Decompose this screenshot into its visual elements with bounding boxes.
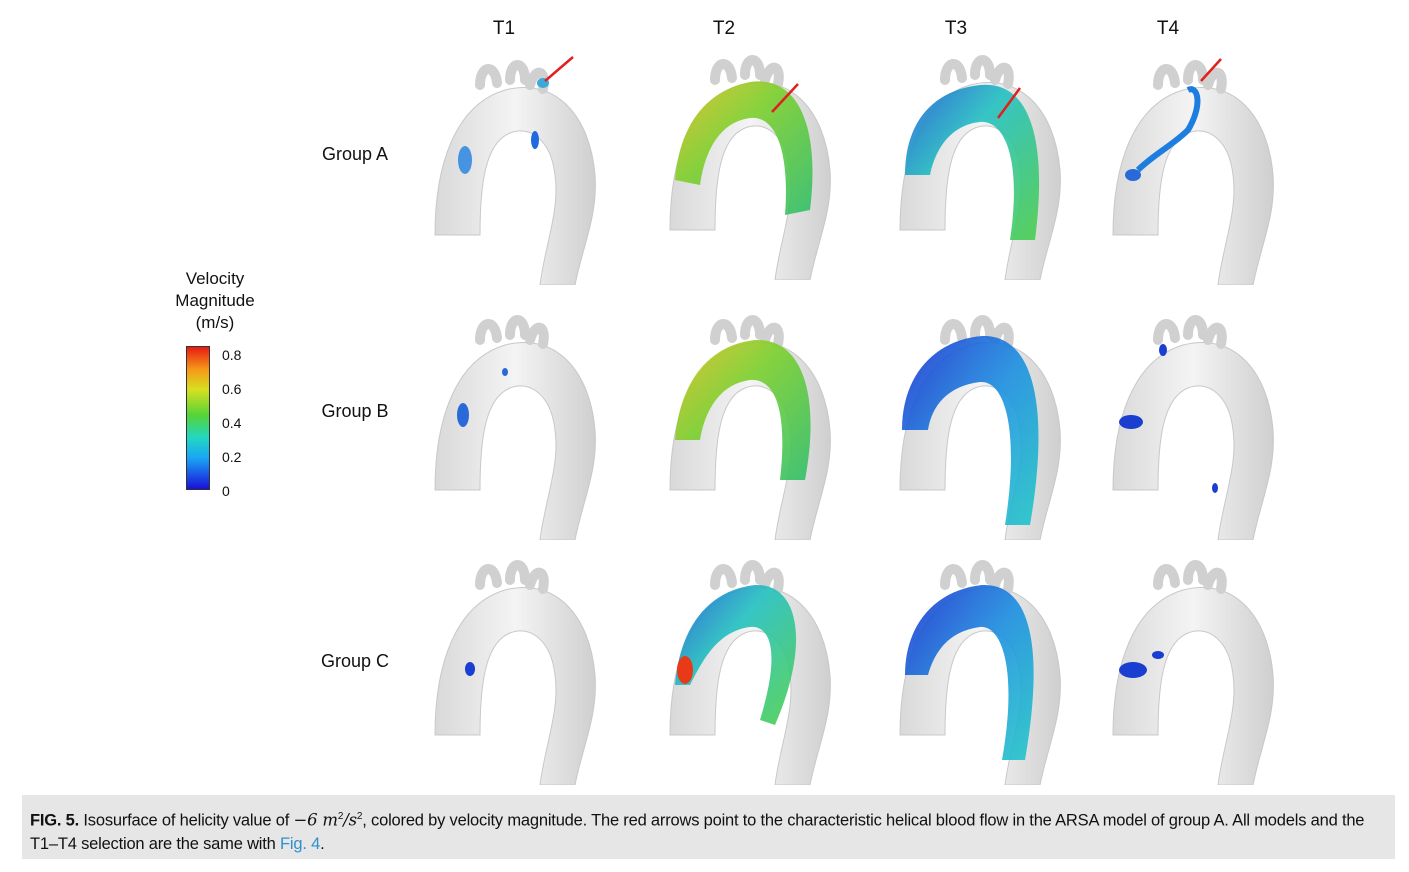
caption-text: .: [320, 834, 325, 853]
aorta-group-b-t3: [890, 300, 1090, 540]
aorta-group-a-t3: [890, 40, 1090, 280]
colorbar-tick: 0: [222, 483, 230, 499]
legend-title-line: (m/s): [195, 313, 235, 332]
aorta-group-a-t4: [1103, 58, 1303, 285]
aorta-group-c-t1: [425, 545, 625, 785]
aorta-group-c-t4: [1103, 545, 1303, 785]
caption-superscript: 2: [337, 811, 344, 822]
aorta-group-c-t3: [890, 545, 1090, 785]
figure-caption: FIG. 5. Isosurface of helicity value of …: [22, 795, 1395, 859]
colorbar-tick: 0.2: [222, 449, 242, 465]
column-label-t4: T4: [1156, 18, 1180, 39]
row-label-group-a: Group A: [321, 144, 389, 164]
aorta-group-a-t1: [425, 56, 625, 285]
column-label-t2: T2: [712, 18, 736, 39]
row-label-group-c: Group C: [320, 651, 390, 671]
legend-title-line: Velocity: [185, 269, 245, 288]
caption-superscript: 2: [356, 811, 363, 822]
aorta-group-b-t4: [1103, 300, 1303, 540]
legend-title-line: Magnitude: [175, 291, 255, 310]
aorta-group-b-t1: [425, 300, 625, 540]
colorbar-tick: 0.4: [222, 415, 242, 431]
legend-title: Velocity Magnitude (m/s): [160, 268, 270, 334]
colorbar-tick: 0.6: [222, 381, 242, 397]
caption-text: , colored by velocity magnitude. The red…: [30, 811, 1365, 853]
caption-text: Isosurface of helicity value of: [79, 811, 294, 830]
velocity-colorbar: [186, 346, 210, 490]
aorta-group-a-t2: [660, 40, 860, 280]
caption-math-value: −6 m: [293, 810, 338, 830]
column-label-t3: T3: [944, 18, 968, 39]
figure-label: FIG. 5.: [30, 811, 80, 830]
aorta-group-b-t2: [660, 300, 860, 540]
row-label-group-b: Group B: [321, 401, 389, 421]
colorbar-tick: 0.8: [222, 347, 242, 363]
figure-reference-link[interactable]: Fig. 4: [280, 834, 321, 853]
caption-math-unit: /s: [343, 810, 357, 830]
aorta-group-c-t2: [660, 545, 860, 785]
column-label-t1: T1: [492, 18, 516, 39]
